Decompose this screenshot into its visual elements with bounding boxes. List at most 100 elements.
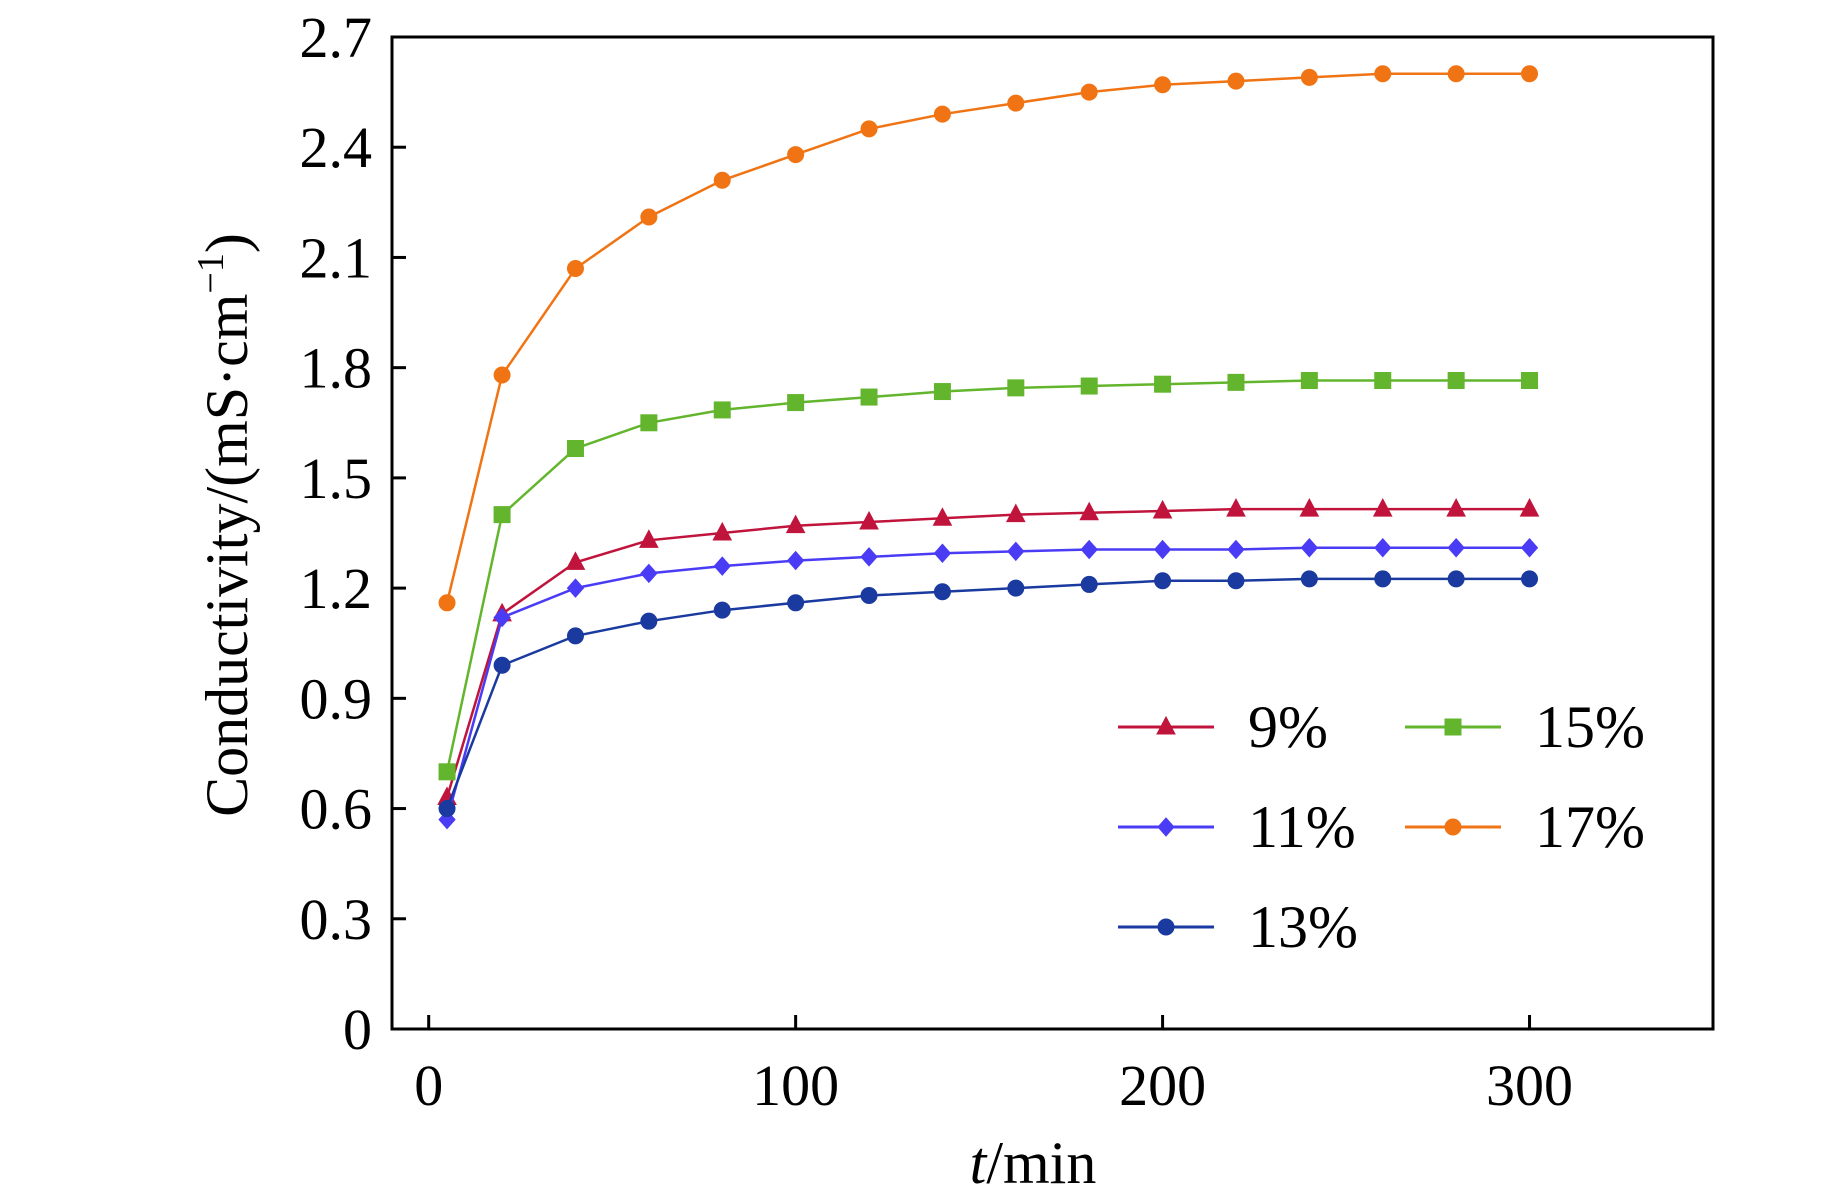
- series-9pct: [437, 498, 1540, 806]
- data-point: [566, 627, 584, 645]
- data-point: [933, 583, 951, 601]
- y-tick-label: 2.7: [300, 5, 373, 70]
- y-tick-label: 0.9: [300, 666, 373, 731]
- data-point: [1080, 539, 1098, 560]
- data-point: [1300, 570, 1318, 588]
- data-point: [1079, 501, 1100, 521]
- series-line: [445, 507, 1530, 798]
- legend-label: 11%: [1248, 794, 1356, 860]
- series-line: [445, 72, 1530, 604]
- axis-ticks-layer: 0 100 200 300 0 0.3 0.6 0.9 1.2 1.5 1.8 2.1 2.4 2.7: [300, 5, 1574, 1118]
- data-point: [860, 388, 878, 406]
- data-point: [640, 414, 658, 432]
- y-tick-label: 1.2: [300, 556, 373, 621]
- data-point: [1299, 498, 1320, 517]
- legend-swatch-marker: [1444, 718, 1462, 736]
- data-point: [1080, 83, 1098, 101]
- data-point: [566, 259, 584, 277]
- data-point: [1521, 570, 1539, 588]
- data-point: [1300, 372, 1318, 390]
- data-point: [1447, 570, 1465, 588]
- data-point: [713, 401, 731, 419]
- data-point: [859, 510, 879, 530]
- data-point: [1154, 76, 1172, 94]
- legend-label: 9%: [1248, 694, 1328, 760]
- data-point: [1521, 65, 1539, 83]
- axis-titles-layer: t/min Conductivity/(mS·cm−1): [190, 233, 1096, 1196]
- series-layer: [437, 65, 1540, 830]
- y-tick-label: 1.5: [300, 446, 373, 511]
- legend-item: 13%: [1118, 894, 1358, 960]
- data-point: [1374, 537, 1392, 558]
- y-axis-title: Conductivity/(mS·cm−1): [190, 233, 260, 817]
- data-point: [438, 594, 456, 612]
- data-point: [712, 521, 733, 541]
- series-11pct: [438, 537, 1539, 830]
- series-17pct: [438, 65, 1539, 612]
- legend-label: 17%: [1535, 794, 1645, 860]
- y-tick-label: 0: [343, 997, 372, 1062]
- legend-swatch-marker: [1156, 715, 1176, 735]
- series-13pct: [438, 570, 1539, 818]
- legend-item: 9%: [1118, 694, 1328, 760]
- data-point: [1152, 499, 1173, 519]
- data-point: [786, 550, 805, 571]
- y-axis-title-superscript: −1: [190, 253, 232, 293]
- legend-label: 13%: [1248, 894, 1358, 960]
- data-point: [438, 763, 456, 781]
- data-point: [785, 514, 806, 534]
- data-point: [1519, 498, 1540, 517]
- y-axis-title-main: Conductivity/(mS·cm: [194, 294, 260, 817]
- series-line: [445, 379, 1530, 773]
- data-point: [1227, 72, 1245, 90]
- data-point: [565, 551, 586, 570]
- data-point: [566, 439, 584, 457]
- data-point: [1521, 372, 1539, 390]
- x-axis-title-unit: /min: [986, 1130, 1096, 1196]
- y-tick-label: 0.3: [300, 887, 373, 952]
- data-point: [1300, 537, 1319, 558]
- legend-item: 17%: [1405, 794, 1645, 860]
- legend-swatch-marker: [1444, 818, 1462, 836]
- data-point: [1007, 94, 1025, 112]
- data-point: [860, 547, 878, 567]
- series-15pct: [438, 372, 1539, 781]
- data-point: [1372, 498, 1393, 517]
- x-tick-label: 300: [1486, 1053, 1573, 1118]
- data-point: [1226, 498, 1246, 517]
- data-point: [640, 208, 658, 226]
- series-line: [445, 546, 1530, 820]
- y-tick-label: 1.8: [300, 336, 373, 401]
- data-point: [1154, 375, 1172, 393]
- legend-swatch-marker: [1157, 918, 1175, 936]
- data-point: [932, 507, 953, 526]
- data-point: [1080, 575, 1098, 593]
- data-point: [787, 146, 805, 164]
- y-tick-label: 2.1: [300, 225, 373, 290]
- data-point: [713, 601, 731, 619]
- data-point: [860, 120, 878, 138]
- data-point: [1374, 372, 1392, 390]
- legend-swatch-marker: [1157, 817, 1175, 837]
- x-tick-label: 0: [414, 1053, 443, 1118]
- data-point: [1446, 498, 1466, 517]
- data-point: [493, 607, 511, 628]
- data-point: [1447, 537, 1465, 558]
- y-axis-title-close: ): [194, 233, 260, 253]
- data-point: [493, 656, 511, 674]
- data-point: [493, 506, 511, 524]
- data-point: [787, 394, 805, 412]
- data-point: [1007, 579, 1025, 597]
- data-point: [713, 171, 731, 189]
- data-point: [1374, 570, 1392, 588]
- data-point: [1007, 541, 1025, 562]
- plot-area-frame: [390, 35, 1715, 1031]
- data-point: [933, 383, 951, 401]
- data-point: [1005, 503, 1026, 523]
- legend-item: 11%: [1118, 794, 1356, 860]
- legend-label: 15%: [1535, 694, 1645, 760]
- data-point: [493, 366, 511, 384]
- data-point: [933, 543, 952, 563]
- data-point: [713, 556, 731, 576]
